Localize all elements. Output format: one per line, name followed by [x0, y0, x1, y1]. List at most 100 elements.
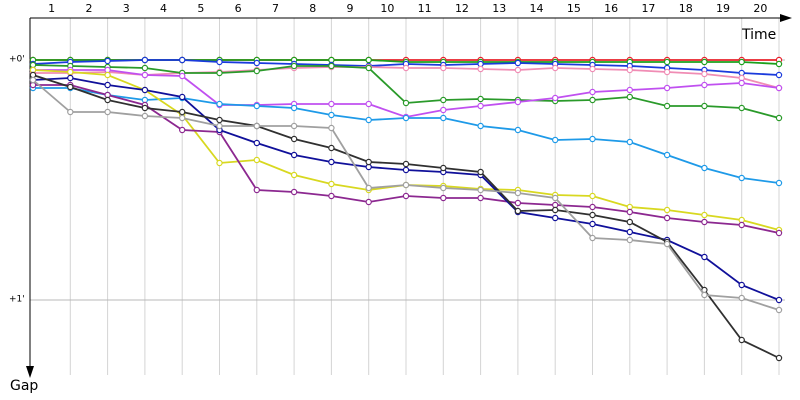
data-point	[253, 122, 260, 130]
data-point	[104, 57, 111, 65]
data-point	[514, 126, 522, 134]
data-point	[402, 192, 410, 200]
data-point	[365, 64, 372, 72]
x-tick-label: 4	[160, 2, 167, 15]
data-point	[477, 186, 484, 194]
data-point	[104, 96, 111, 104]
data-point	[440, 114, 447, 122]
data-point	[701, 211, 708, 219]
data-point	[104, 81, 111, 89]
data-point	[328, 158, 335, 166]
data-point	[589, 234, 596, 242]
data-point	[67, 83, 74, 91]
data-point	[738, 79, 745, 87]
x-tick-label: 16	[604, 2, 618, 15]
data-point	[775, 306, 783, 314]
data-point	[626, 228, 634, 236]
data-point	[402, 181, 410, 189]
data-point	[552, 194, 559, 202]
data-point	[178, 93, 186, 101]
data-point	[402, 160, 410, 168]
data-point	[626, 236, 634, 244]
data-point	[67, 68, 74, 76]
data-point	[589, 211, 596, 219]
data-point	[440, 64, 447, 72]
data-point	[775, 296, 783, 304]
x-tick-label: 11	[418, 2, 432, 15]
data-point	[738, 58, 745, 66]
data-point	[626, 66, 634, 74]
data-point	[178, 56, 186, 64]
data-point	[290, 104, 298, 112]
x-tick-label: 13	[492, 2, 506, 15]
data-point	[253, 156, 260, 164]
data-point	[663, 58, 671, 66]
data-point	[477, 168, 484, 176]
data-point	[141, 112, 149, 120]
data-point	[253, 139, 260, 147]
data-point	[216, 69, 223, 77]
data-point	[104, 71, 111, 79]
data-point	[290, 62, 298, 70]
x-tick-label: 15	[567, 2, 581, 15]
data-point	[328, 124, 335, 132]
data-point	[29, 76, 37, 84]
data-point	[701, 164, 708, 172]
data-point	[477, 95, 484, 103]
data-point	[514, 207, 522, 215]
data-point	[216, 100, 223, 108]
data-point	[626, 138, 634, 146]
data-point	[663, 240, 671, 248]
data-point	[104, 108, 111, 116]
data-point	[514, 199, 522, 207]
data-point	[440, 96, 447, 104]
data-point	[514, 66, 522, 74]
data-point	[440, 184, 447, 192]
data-point	[738, 294, 745, 302]
x-tick-label: 8	[309, 2, 316, 15]
data-point	[552, 64, 559, 72]
data-point	[775, 84, 783, 92]
x-tick-label: 20	[753, 2, 767, 15]
data-point	[290, 135, 298, 143]
data-point	[67, 74, 74, 82]
x-tick-label: 2	[85, 2, 92, 15]
data-point	[477, 122, 484, 130]
data-point	[253, 102, 260, 110]
data-point	[626, 93, 634, 101]
data-point	[290, 171, 298, 179]
data-point	[328, 62, 335, 70]
data-point	[663, 102, 671, 110]
data-point	[178, 114, 186, 122]
data-point	[514, 59, 522, 67]
data-point	[663, 151, 671, 159]
data-point	[141, 104, 149, 112]
data-point	[477, 102, 484, 110]
x-tick-label: 5	[197, 2, 204, 15]
data-point	[701, 102, 708, 110]
data-point	[141, 86, 149, 94]
data-point	[738, 281, 745, 289]
data-point	[253, 186, 260, 194]
data-point	[328, 192, 335, 200]
data-point	[67, 108, 74, 116]
data-point	[701, 70, 708, 78]
data-point	[663, 84, 671, 92]
x-tick-label: 12	[455, 2, 469, 15]
data-point	[663, 214, 671, 222]
data-point	[589, 220, 596, 228]
data-point	[440, 106, 447, 114]
x-tick-label: 10	[380, 2, 394, 15]
data-point	[365, 198, 372, 206]
x-tick-label: 14	[530, 2, 544, 15]
data-point	[589, 135, 596, 143]
data-point	[589, 203, 596, 211]
x-axis-arrow	[780, 14, 792, 22]
y-axis-arrow	[26, 366, 34, 378]
data-point	[216, 58, 223, 66]
data-point	[738, 174, 745, 182]
data-point	[216, 159, 223, 167]
data-point	[402, 114, 410, 122]
data-point	[290, 122, 298, 130]
